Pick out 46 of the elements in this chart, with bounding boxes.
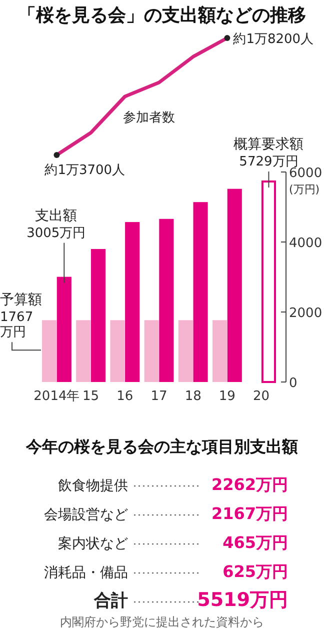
category-label: 合計 — [93, 591, 128, 611]
x-tick-label: 20 — [253, 389, 270, 404]
chart-title: 「桜を見る会」の支出額などの推移 — [18, 5, 306, 26]
category-label: 飲食物提供 — [58, 478, 128, 494]
bar — [42, 320, 57, 382]
y-axis-title: (万円) — [289, 183, 320, 196]
x-tick-label: 17 — [150, 389, 168, 404]
y-tick-label: 0 — [289, 376, 298, 391]
x-tick-label: 19 — [218, 389, 236, 404]
annotation: 約1万3700人 — [44, 163, 126, 178]
x-tick-label: 18 — [184, 389, 202, 404]
bar — [227, 188, 242, 382]
category-label: 案内状など — [58, 535, 128, 552]
text: 今年の桜を見る会の主な項目別支出額 — [25, 437, 298, 456]
x-tick-label: 2014年 — [34, 389, 80, 404]
text: 5519万円 — [197, 589, 288, 611]
text: 465万円 — [222, 533, 288, 552]
y-tick-label: 2000 — [289, 306, 322, 321]
category-label: 消耗品・備品 — [44, 565, 128, 581]
bar — [178, 320, 193, 382]
bar — [144, 320, 159, 382]
bar — [193, 202, 208, 382]
y-tick-label: 6000 — [289, 166, 322, 181]
data-label: 3005万円 — [26, 226, 86, 241]
x-tick-label: 16 — [116, 389, 134, 404]
text: 概算要求額 — [234, 136, 304, 152]
bar — [76, 320, 91, 382]
series-label: 参加者数 — [122, 110, 175, 126]
category-label: 会場設営など — [44, 507, 128, 523]
y-tick-label: 4000 — [289, 236, 322, 251]
bar — [261, 180, 276, 383]
text: 625万円 — [222, 562, 288, 581]
bar — [90, 249, 106, 382]
text: 内閣府から野党に提出された資料から — [60, 615, 264, 629]
text: 支出額 — [35, 208, 78, 224]
bar — [212, 320, 228, 382]
bar — [125, 222, 140, 382]
data-label: 1767万円 — [0, 310, 34, 340]
text: 2262万円 — [211, 475, 288, 494]
text: 2167万円 — [211, 504, 288, 523]
series-label: 予算額 — [0, 292, 42, 308]
annotation: 約1万8200人 — [233, 32, 314, 47]
bar — [56, 276, 72, 382]
bar — [159, 218, 174, 382]
x-tick-label: 15 — [82, 389, 100, 404]
bar — [110, 320, 125, 382]
